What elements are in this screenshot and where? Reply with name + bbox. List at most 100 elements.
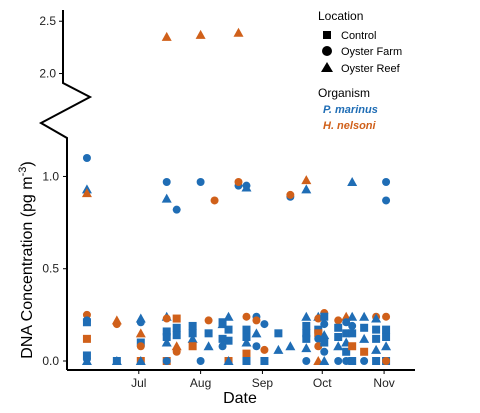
point-oyster-reef-pm: [285, 341, 296, 351]
point-control-pm: [172, 323, 181, 332]
point-control-pm: [242, 333, 251, 342]
point-oyster-farm-hn: [210, 196, 219, 205]
point-control-pm: [218, 334, 227, 343]
point-control-pm: [382, 333, 391, 342]
point-control-pm: [372, 357, 381, 365]
x-tick-label: Oct: [313, 376, 332, 390]
point-oyster-reef-pm: [187, 333, 198, 343]
point-oyster-farm-hn: [204, 316, 213, 325]
y-tick-label: 1.0: [42, 169, 59, 183]
tick-labels: 0.0 0.5 1.0 2.0 2.5 Jul Aug Sep Oct Nov: [39, 14, 394, 390]
point-oyster-reef-pm: [135, 356, 146, 365]
legend-location-title: Location: [318, 9, 363, 23]
point-oyster-farm-pm: [196, 357, 205, 365]
y-axis-title-exponent: -3: [17, 167, 29, 177]
point-oyster-reef-pm: [223, 311, 234, 321]
point-control-hn: [348, 342, 357, 351]
point-control-pm: [372, 334, 381, 343]
point-control-pm: [320, 338, 329, 347]
point-control-pm: [162, 333, 171, 342]
point-oyster-farm-pm: [172, 205, 181, 214]
point-control-pm: [334, 333, 343, 342]
point-oyster-reef-pm: [241, 337, 252, 347]
axes: [38, 10, 415, 374]
point-control-pm: [204, 329, 213, 338]
point-oyster-farm-pm: [252, 342, 261, 351]
point-oyster-farm-hn: [382, 357, 391, 365]
legend-oyster-reef-label: Oyster Reef: [341, 63, 401, 75]
point-oyster-farm-pm: [82, 154, 91, 162]
point-control-pm: [162, 327, 171, 336]
point-control-pm: [382, 325, 391, 334]
point-control-hn: [242, 349, 251, 358]
point-oyster-reef-pm: [301, 343, 312, 353]
point-oyster-farm-pm: [162, 357, 171, 365]
point-control-pm: [372, 325, 381, 334]
y-tick-label: 0.5: [42, 262, 59, 276]
legend-circle-icon: [322, 46, 332, 56]
point-oyster-reef-pm: [301, 184, 312, 194]
point-oyster-farm-hn: [382, 312, 391, 321]
point-oyster-reef-pm: [347, 311, 358, 321]
point-control-pm: [224, 336, 233, 345]
legend-p-marinus-label: P. marinus: [323, 104, 378, 116]
point-control-pm: [188, 329, 197, 338]
point-control-pm: [360, 323, 369, 332]
legend-triangle-icon: [321, 62, 333, 72]
point-oyster-farm-hn: [242, 312, 251, 321]
point-oyster-farm-hn: [82, 310, 91, 319]
legend-oyster-farm-label: Oyster Farm: [341, 46, 402, 58]
legend-organism-title: Organism: [318, 86, 370, 100]
point-control-pm: [242, 357, 251, 365]
point-oyster-reef-pm: [359, 311, 370, 321]
y-axis-title-close: ): [19, 161, 36, 166]
point-control-hn: [172, 314, 181, 323]
point-control-hn: [82, 334, 91, 343]
point-control-pm: [302, 334, 311, 343]
point-oyster-farm-pm: [382, 196, 391, 205]
legend: Location Control Oyster Farm Oyster Reef…: [318, 9, 402, 132]
y-tick-label: 2.5: [39, 14, 56, 28]
point-oyster-farm-pm: [196, 177, 205, 186]
point-control-pm: [334, 323, 343, 332]
point-oyster-farm-pm: [334, 357, 343, 365]
point-oyster-farm-hn: [260, 345, 269, 354]
point-control-pm: [348, 329, 357, 338]
point-oyster-farm-hn: [234, 177, 243, 186]
point-oyster-farm-hn: [334, 316, 343, 325]
point-oyster-farm-hn: [112, 320, 121, 329]
point-oyster-reef-hn: [161, 31, 172, 41]
point-oyster-farm-pm: [136, 318, 145, 327]
point-oyster-reef-pm: [319, 356, 330, 365]
point-control-pm: [242, 325, 251, 334]
point-oyster-reef-pm: [301, 311, 312, 321]
point-oyster-farm-pm: [320, 347, 329, 356]
point-oyster-reef-pm: [319, 330, 330, 340]
point-control-pm: [342, 347, 351, 356]
point-oyster-farm-hn: [172, 347, 181, 356]
point-oyster-reef-pm: [111, 356, 122, 365]
point-control-hn: [360, 347, 369, 356]
x-axis-title: Date: [223, 390, 257, 407]
point-control-pm: [274, 329, 283, 338]
point-oyster-reef-pm: [223, 356, 234, 365]
y-tick-label: 0.0: [42, 354, 59, 368]
point-control-pm: [260, 357, 269, 365]
point-oyster-reef-pm: [203, 341, 214, 351]
point-control-pm: [82, 318, 91, 327]
legend-control-label: Control: [341, 30, 376, 42]
point-oyster-farm-pm: [382, 177, 391, 186]
point-oyster-farm-pm: [320, 320, 329, 329]
point-oyster-farm-pm: [360, 357, 369, 365]
point-oyster-farm-pm: [260, 320, 269, 329]
point-oyster-reef-pm: [371, 313, 382, 323]
point-control-pm: [188, 321, 197, 330]
point-oyster-reef-pm: [333, 341, 344, 351]
x-tick-label: Jul: [131, 376, 146, 390]
legend-h-nelsoni-label: H. nelsoni: [323, 120, 377, 132]
point-oyster-reef-pm: [359, 333, 370, 343]
data-points: [81, 27, 392, 365]
point-oyster-reef-pm: [273, 344, 284, 354]
point-oyster-reef-pm: [81, 356, 92, 365]
